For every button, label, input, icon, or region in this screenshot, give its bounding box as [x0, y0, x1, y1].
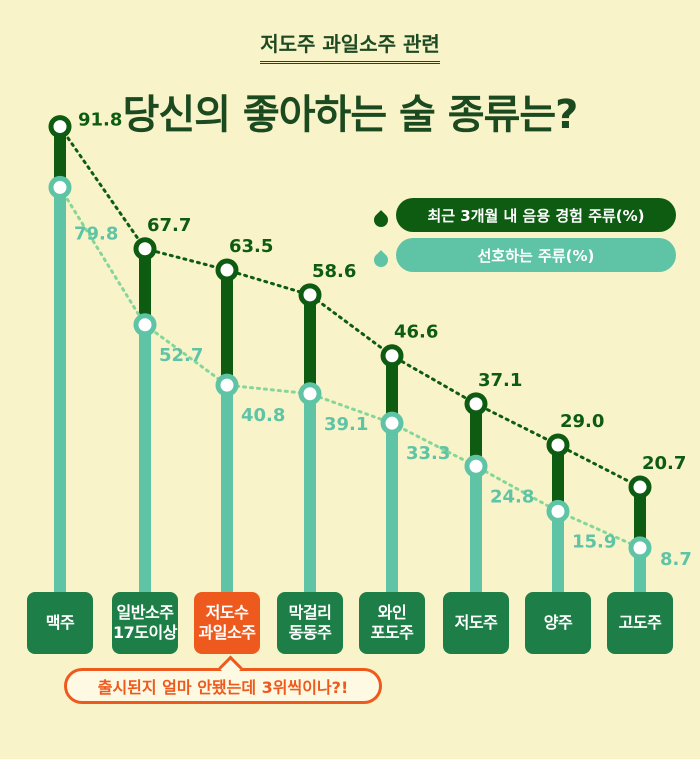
legend-experience: 최근 3개월 내 음용 경험 주류(%): [396, 198, 676, 232]
value-label-experience-5: 37.1: [478, 370, 522, 391]
callout-text: 출시된지 얼마 안됐는데 3위씩이나?!: [97, 678, 349, 697]
point-experience-2: [215, 258, 239, 282]
point-preference-0: [48, 175, 72, 199]
point-experience-0: [48, 115, 72, 139]
value-label-experience-3: 58.6: [312, 261, 356, 282]
value-label-preference-5: 24.8: [490, 486, 534, 507]
value-label-experience-2: 63.5: [229, 236, 273, 257]
category-label-5: 저도주: [443, 592, 509, 654]
category-label-4: 와인 포도주: [359, 592, 425, 654]
kicker: 저도주 과일소주 관련: [0, 28, 700, 64]
bar-preference-1: [139, 324, 151, 592]
value-label-preference-1: 52.7: [159, 345, 203, 366]
legend-preference: 선호하는 주류(%): [396, 238, 676, 272]
bar-preference-4: [386, 423, 398, 592]
category-label-3: 막걸리 동동주: [277, 592, 343, 654]
legend-preference-label: 선호하는 주류(%): [477, 246, 595, 265]
bar-experience-3: [304, 294, 316, 394]
bar-experience-1: [139, 248, 151, 325]
line-experience: [58, 125, 642, 489]
value-label-preference-4: 33.3: [406, 443, 450, 464]
point-experience-7: [628, 475, 652, 499]
bar-preference-3: [304, 393, 316, 592]
point-experience-6: [546, 433, 570, 457]
point-preference-1: [133, 313, 157, 337]
point-preference-6: [546, 499, 570, 523]
value-label-experience-4: 46.6: [394, 322, 438, 343]
kicker-text: 저도주 과일소주 관련: [260, 28, 440, 64]
bar-experience-6: [552, 444, 564, 512]
value-label-experience-1: 67.7: [147, 215, 191, 236]
bar-experience-5: [470, 403, 482, 467]
value-label-preference-2: 40.8: [241, 405, 285, 426]
value-label-preference-6: 15.9: [572, 531, 616, 552]
bar-preference-0: [54, 187, 66, 592]
bar-experience-2: [221, 270, 233, 386]
bar-preference-5: [470, 466, 482, 592]
value-label-experience-6: 29.0: [560, 411, 604, 432]
value-label-preference-0: 79.8: [74, 223, 118, 244]
category-label-1: 일반소주 17도이상: [112, 592, 178, 654]
legend-experience-label: 최근 3개월 내 음용 경험 주류(%): [427, 206, 645, 225]
point-experience-4: [380, 344, 404, 368]
point-preference-5: [464, 454, 488, 478]
bar-experience-0: [54, 126, 66, 188]
point-experience-3: [298, 283, 322, 307]
bar-experience-4: [386, 355, 398, 424]
category-label-7: 고도주: [607, 592, 673, 654]
page-title: 당신의 좋아하는 술 종류는?: [122, 92, 579, 138]
value-label-preference-3: 39.1: [324, 414, 368, 435]
point-preference-3: [298, 382, 322, 406]
point-preference-2: [215, 373, 239, 397]
bar-preference-2: [221, 385, 233, 592]
category-label-2: 저도수 과일소주: [194, 592, 260, 654]
bar-experience-7: [634, 487, 646, 548]
point-experience-5: [464, 392, 488, 416]
value-label-preference-7: 8.7: [660, 549, 692, 570]
point-preference-7: [628, 536, 652, 560]
value-label-experience-0: 91.8: [78, 110, 122, 131]
callout-bubble: 출시된지 얼마 안됐는데 3위씩이나?!: [64, 668, 382, 704]
category-label-0: 맥주: [27, 592, 93, 654]
value-label-experience-7: 20.7: [642, 453, 686, 474]
point-preference-4: [380, 411, 404, 435]
point-experience-1: [133, 237, 157, 261]
bar-preference-6: [552, 511, 564, 592]
category-label-6: 양주: [525, 592, 591, 654]
